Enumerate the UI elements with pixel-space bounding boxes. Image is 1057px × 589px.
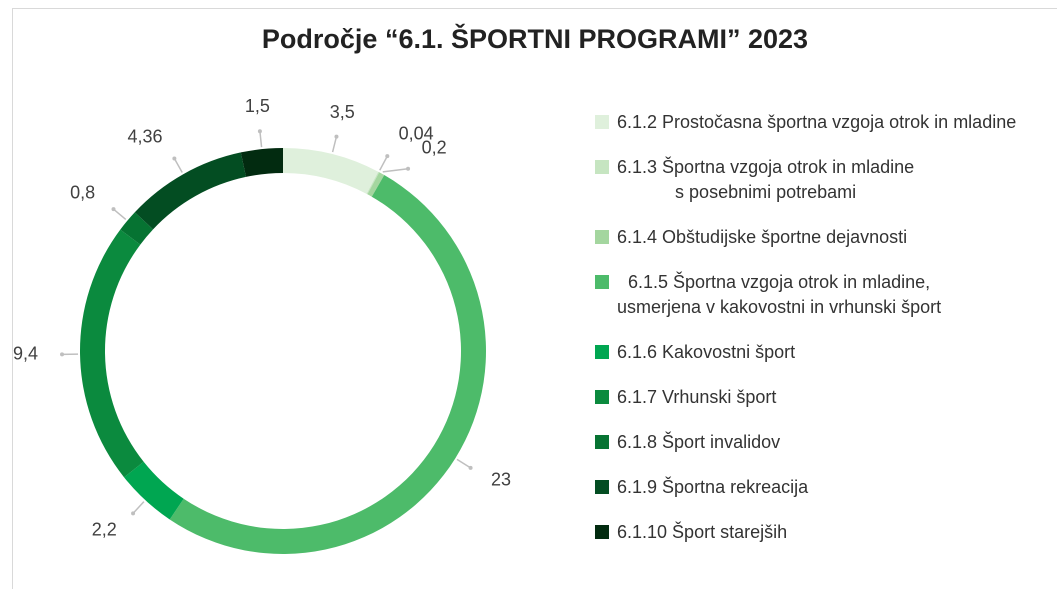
chart-title: Področje “6.1. ŠPORTNI PROGRAMI” 2023 [261, 24, 809, 54]
legend-swatch [595, 525, 609, 539]
legend-swatch [595, 435, 609, 449]
donut-segment [169, 175, 487, 555]
leader-line [382, 168, 409, 173]
legend: 6.1.2 Prostočasna športna vzgoja otrok i… [595, 110, 1016, 545]
data-label: 9,4 [13, 344, 38, 364]
legend-swatch [595, 160, 609, 174]
leader-line [173, 158, 183, 173]
data-label: 4,36 [128, 126, 163, 146]
leader-line [113, 208, 127, 221]
leader-line [331, 136, 338, 153]
donut-segment [124, 461, 184, 520]
donut-segment [120, 212, 154, 245]
legend-swatch [595, 480, 609, 494]
legend-label: 6.1.5 Športna vzgoja otrok in mladine, u… [617, 272, 942, 317]
data-label: 2,2 [92, 520, 117, 540]
leader-line [456, 458, 471, 469]
legend-swatch [595, 275, 609, 289]
legend-swatch [595, 390, 609, 404]
legend-label: 6.1.7 Vrhunski šport [617, 387, 777, 407]
legend-item: 6.1.9 Športna rekreacija [595, 475, 1016, 500]
leader-dot [406, 166, 411, 171]
legend-item: 6.1.2 Prostočasna športna vzgoja otrok i… [595, 110, 1016, 135]
leader-dot [111, 207, 116, 212]
leader-dot [60, 352, 65, 357]
frame [12, 8, 1057, 589]
leader-dot [385, 154, 390, 159]
donut-segment [240, 148, 283, 177]
data-label: 0,2 [422, 138, 447, 158]
legend-item: 6.1.4 Obštudijske športne dejavnosti [595, 225, 1016, 250]
legend-item: 6.1.8 Šport invalidov [595, 430, 1016, 455]
leader-line [259, 131, 263, 148]
donut-segment [367, 172, 385, 197]
donut-segment [283, 148, 379, 194]
legend-swatch [595, 345, 609, 359]
legend-item: 6.1.7 Vrhunski šport [595, 385, 1016, 410]
donut-segment [134, 152, 246, 230]
leader-dot [334, 134, 339, 139]
legend-label: 6.1.10 Šport starejših [617, 522, 788, 542]
donut-segment [366, 171, 380, 195]
legend-item: 6.1.3 Športna vzgoja otrok in mladine s … [595, 155, 1016, 205]
data-label: 3,5 [330, 102, 355, 122]
leader-dot [172, 156, 177, 161]
legend-item: 6.1.10 Šport starejših [595, 520, 1016, 545]
data-label: 23 [491, 469, 511, 489]
legend-label: 6.1.6 Kakovostni šport [617, 342, 796, 362]
legend-swatch [595, 230, 609, 244]
legend-label: 6.1.3 Športna vzgoja otrok in mladine s … [617, 157, 915, 202]
data-label: 0,8 [70, 183, 95, 203]
leader-dot [131, 511, 136, 516]
legend-label: 6.1.2 Prostočasna športna vzgoja otrok i… [617, 112, 1017, 132]
leader-line [132, 501, 145, 514]
leader-dot [257, 129, 262, 134]
leader-line [379, 155, 388, 171]
legend-label: 6.1.4 Obštudijske športne dejavnosti [617, 227, 908, 247]
data-label: 1,5 [245, 96, 270, 116]
legend-label: 6.1.8 Šport invalidov [617, 432, 781, 452]
data-label: 0,04 [399, 124, 434, 144]
legend-item: 6.1.6 Kakovostni šport [595, 340, 1016, 365]
legend-item: 6.1.5 Športna vzgoja otrok in mladine, u… [595, 270, 1016, 320]
leader-dot [468, 465, 473, 470]
legend-label: 6.1.9 Športna rekreacija [617, 477, 809, 497]
legend-swatch [595, 115, 609, 129]
donut-segment [80, 229, 144, 478]
